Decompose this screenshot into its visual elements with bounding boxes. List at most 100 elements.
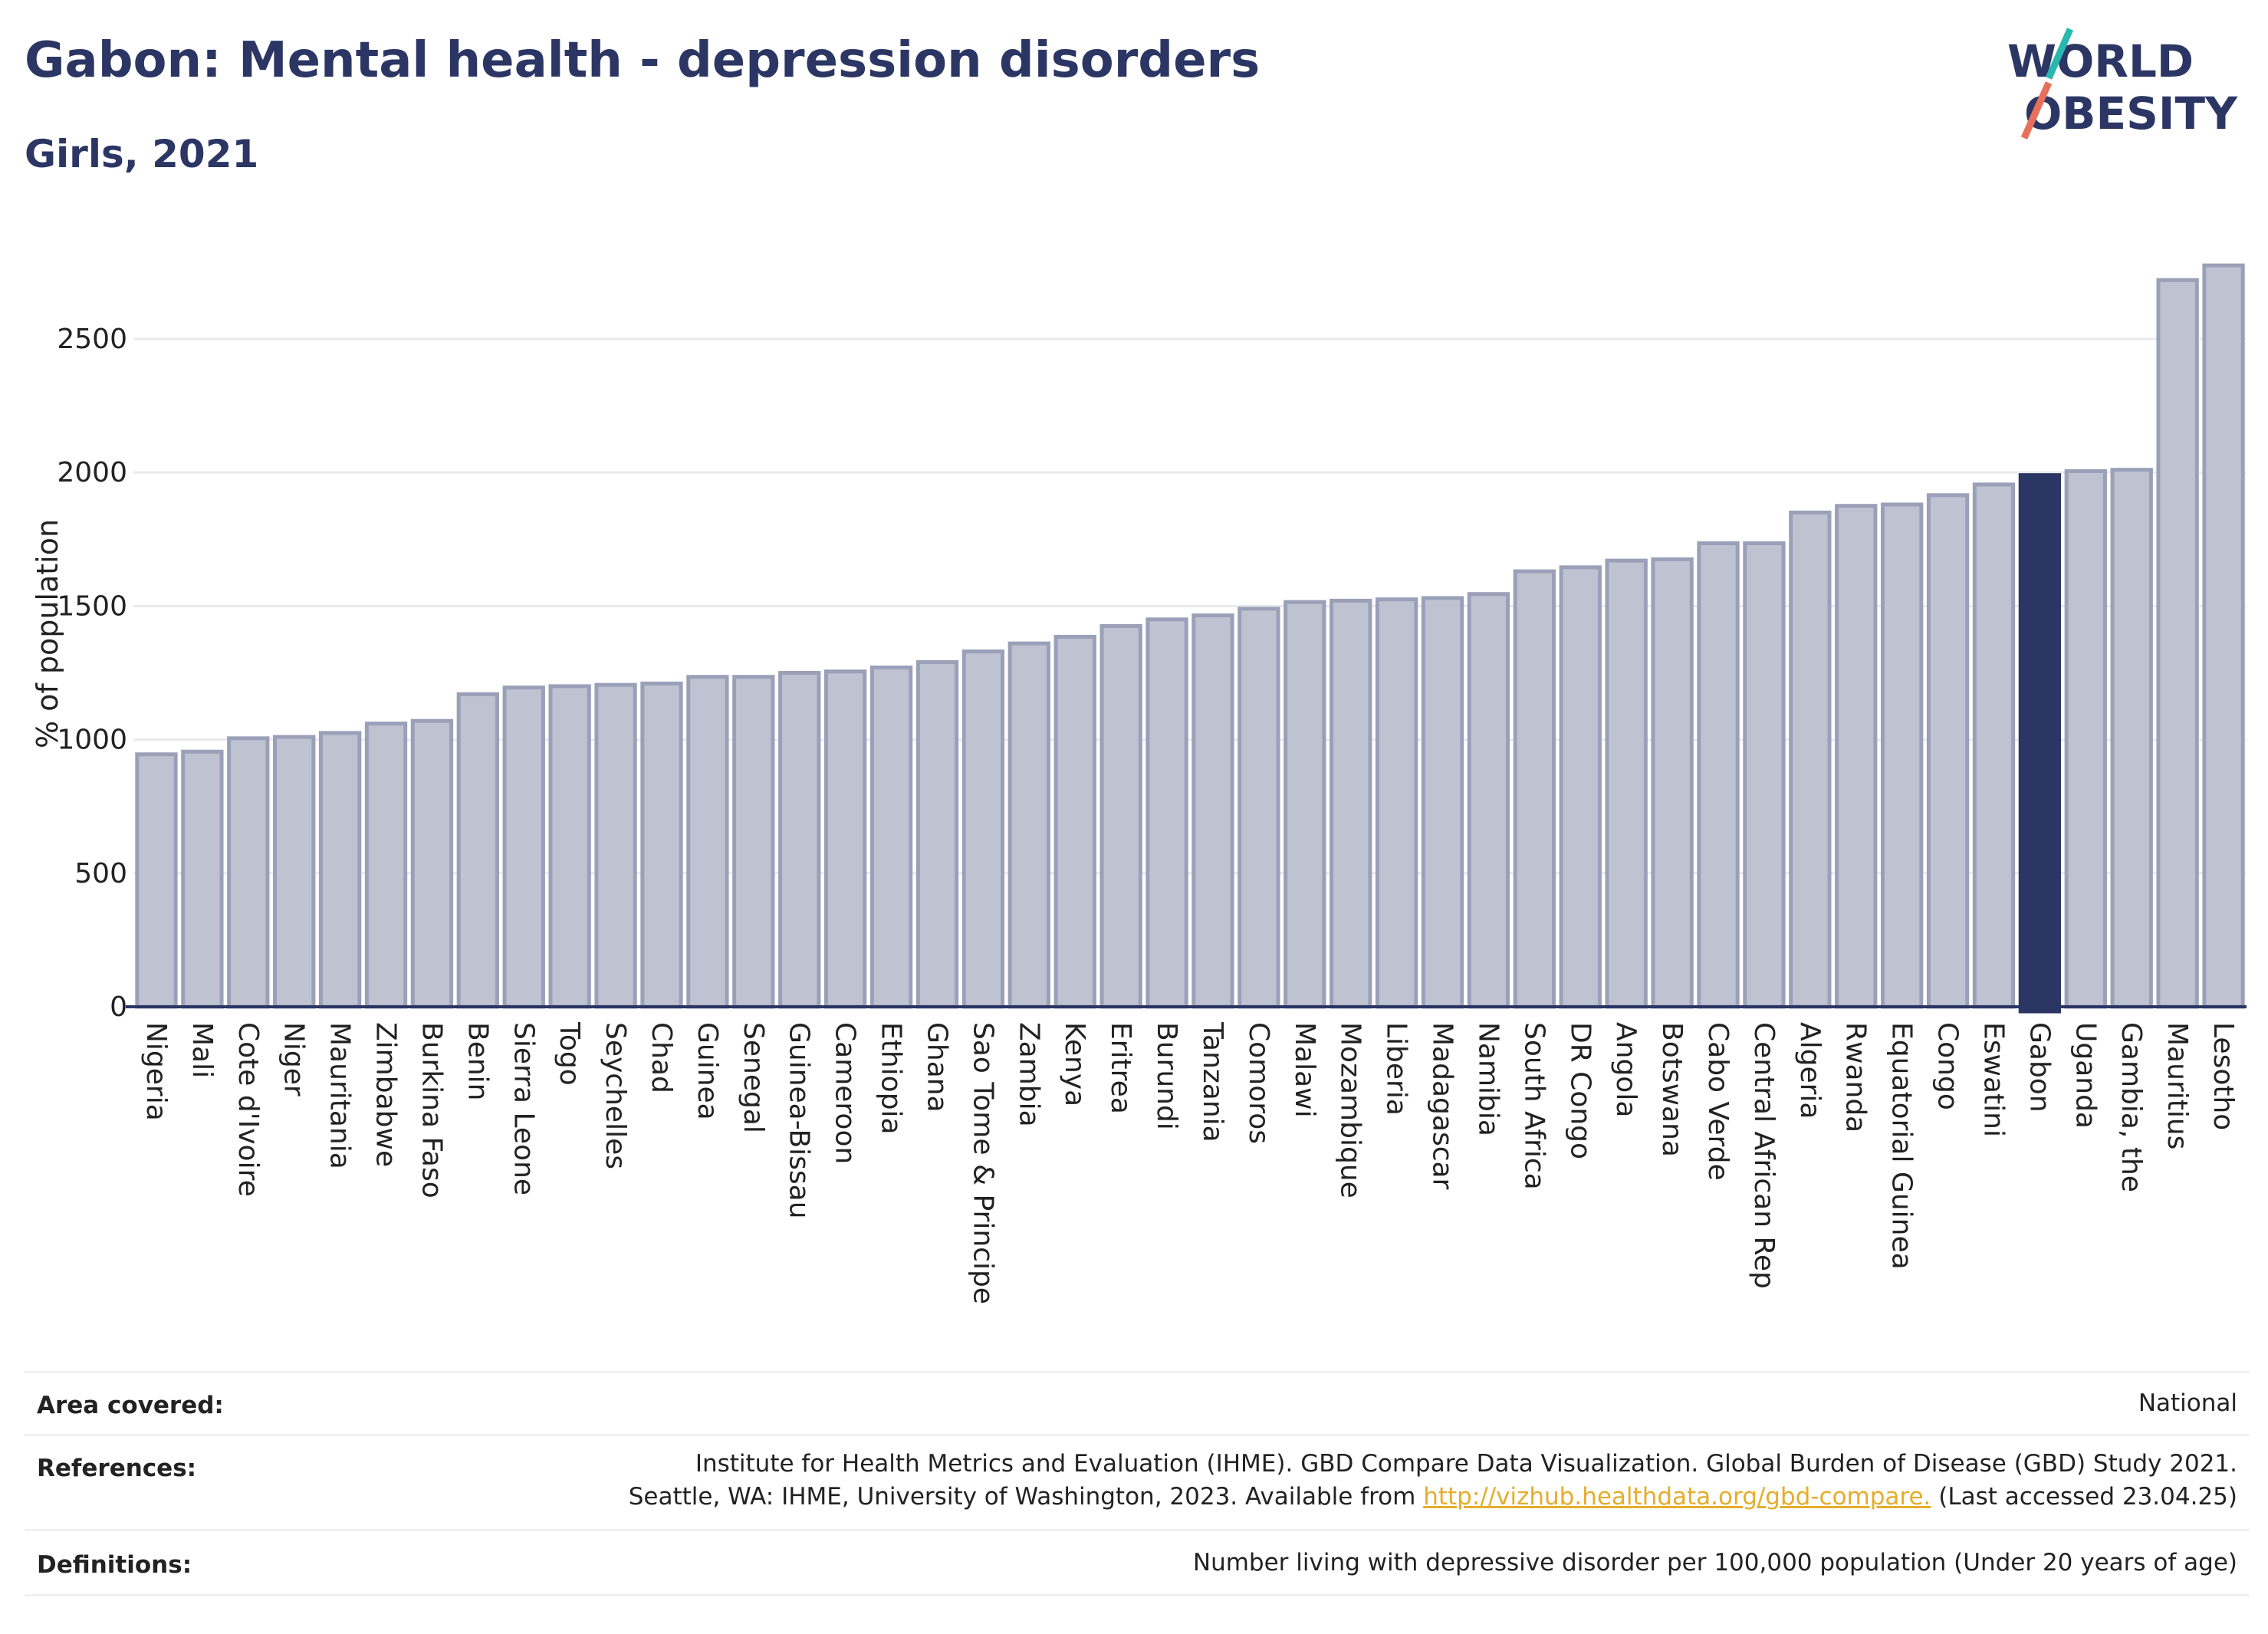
bar	[915, 660, 959, 1009]
x-tick-label: Togo	[554, 1021, 585, 1086]
info-row-references: References: Institute for Health Metrics…	[25, 1434, 2250, 1530]
bar	[456, 692, 500, 1009]
x-tick-label: Lesotho	[2207, 1022, 2239, 1130]
x-tick-label: Zimbabwe	[370, 1022, 402, 1167]
bar	[1972, 482, 2016, 1009]
area-value: National	[2138, 1389, 2237, 1417]
bar	[181, 749, 224, 1009]
x-tick-label: Benin	[462, 1022, 493, 1100]
bar	[1605, 558, 1648, 1009]
bar	[548, 684, 591, 1009]
bar	[502, 685, 545, 1009]
x-tick-label: Angola	[1610, 1022, 1642, 1117]
x-tick-label: Central African Rep	[1748, 1022, 1780, 1289]
definitions-value: Number living with depressive disorder p…	[1192, 1549, 2237, 1576]
info-table: Area covered: National References: Insti…	[25, 1371, 2250, 1601]
x-tick-label: Seychelles	[600, 1022, 631, 1169]
bar	[1651, 557, 1694, 1009]
x-tick-label: Burkina Faso	[416, 1022, 447, 1198]
y-tick-label: 1500	[57, 590, 127, 622]
y-tick-label: 0	[110, 991, 127, 1023]
x-tick-label: Eswatini	[1977, 1022, 2009, 1137]
bar	[732, 675, 775, 1009]
x-tick-label: Kenya	[1059, 1022, 1090, 1106]
bar	[1053, 634, 1096, 1009]
bar	[1146, 617, 1188, 1009]
bar	[364, 722, 408, 1009]
bar-chart: 0 500 1000 1500 2000 2500 % of population Niger…	[31, 263, 2247, 1304]
bar	[1789, 510, 1832, 1009]
references-value: Institute for Health Metrics and Evaluat…	[629, 1448, 2237, 1514]
bar	[2018, 473, 2062, 1014]
logo-line1: WORLD	[2007, 35, 2194, 87]
bar	[1421, 596, 1464, 1009]
x-tick-label: Sierra Leone	[508, 1022, 539, 1195]
bar	[1238, 607, 1280, 1009]
x-tick-label: Equatorial Guinea	[1886, 1022, 1918, 1270]
bar	[1835, 504, 1878, 1009]
x-tick-label: Rwanda	[1840, 1022, 1872, 1133]
bar	[1330, 598, 1372, 1009]
y-tick-label: 1000	[57, 725, 127, 756]
page-title: Gabon: Mental health - depression disord…	[25, 32, 1261, 89]
x-tick-label: Guinea-Bissau	[784, 1022, 815, 1219]
bar	[1513, 569, 1556, 1009]
x-tick-label: Chad	[646, 1022, 677, 1093]
references-line2-prefix: Seattle, WA: IHME, University of Washing…	[628, 1483, 1424, 1511]
bar	[135, 752, 178, 1009]
bar	[1192, 613, 1234, 1009]
x-tick-label: South Africa	[1518, 1022, 1550, 1190]
x-tick-label: Niger	[278, 1022, 310, 1096]
x-tick-label: Zambia	[1013, 1022, 1044, 1127]
references-line2-suffix: (Last accessed 23.04.25)	[1931, 1483, 2237, 1511]
x-tick-label: Mauritius	[2161, 1022, 2193, 1149]
bar	[594, 682, 637, 1009]
page-subtitle: Girls, 2021	[25, 132, 259, 176]
bar	[410, 718, 454, 1009]
bar	[1099, 624, 1142, 1009]
bar	[2202, 263, 2245, 1009]
references-label: References:	[37, 1455, 197, 1482]
bar	[273, 735, 316, 1009]
bar	[1007, 641, 1050, 1009]
x-tick-label: Congo	[1932, 1022, 1964, 1110]
x-tick-label: Cote d'Ivoire	[232, 1022, 264, 1197]
x-tick-label: Guinea	[692, 1022, 723, 1120]
bar	[227, 736, 270, 1009]
x-tick-label: Sao Tome & Principe	[967, 1022, 998, 1304]
x-tick-label: Uganda	[2069, 1022, 2101, 1129]
y-tick-label: 2500	[57, 324, 127, 355]
x-tick-label: DR Congo	[1564, 1022, 1596, 1159]
logo-slash-bottom	[2020, 81, 2053, 140]
references-link[interactable]: http://vizhub.healthdata.org/gbd-compare…	[1423, 1483, 1931, 1511]
bar	[1375, 597, 1418, 1009]
x-tick-label: Tanzania	[1197, 1021, 1228, 1142]
x-tick-label: Liberia	[1381, 1022, 1412, 1116]
x-tick-label: Eritrea	[1105, 1022, 1136, 1114]
x-tick-label: Gabon	[2023, 1022, 2055, 1113]
x-tick-label: Mozambique	[1335, 1022, 1366, 1198]
bar	[1284, 600, 1326, 1009]
bar	[869, 666, 913, 1009]
bar	[1559, 565, 1602, 1009]
logo-slash-top	[2045, 28, 2074, 80]
info-row-area: Area covered: National	[25, 1371, 2250, 1435]
logo-line2: OBESITY	[2024, 87, 2238, 140]
references-line1: Institute for Health Metrics and Evaluat…	[695, 1450, 2237, 1478]
x-tick-label: Malawi	[1289, 1022, 1320, 1118]
bar	[2156, 278, 2199, 1009]
bar	[318, 731, 362, 1009]
bar	[2064, 469, 2107, 1009]
x-tick-label: Namibia	[1472, 1022, 1504, 1136]
area-label: Area covered:	[37, 1392, 224, 1419]
references-line2: Seattle, WA: IHME, University of Washing…	[629, 1481, 2237, 1514]
x-tick-label: Gambia, the	[2115, 1022, 2147, 1192]
world-obesity-logo: WORLD OBESITY	[2007, 28, 2238, 140]
x-tick-label: Burundi	[1151, 1022, 1182, 1130]
x-tick-label: Cameroon	[830, 1022, 861, 1164]
y-tick-label: 2000	[57, 457, 127, 488]
x-tick-label: Senegal	[738, 1022, 769, 1133]
x-tick-label: Ethiopia	[876, 1022, 907, 1135]
bar	[2110, 468, 2153, 1009]
bar	[640, 681, 683, 1009]
